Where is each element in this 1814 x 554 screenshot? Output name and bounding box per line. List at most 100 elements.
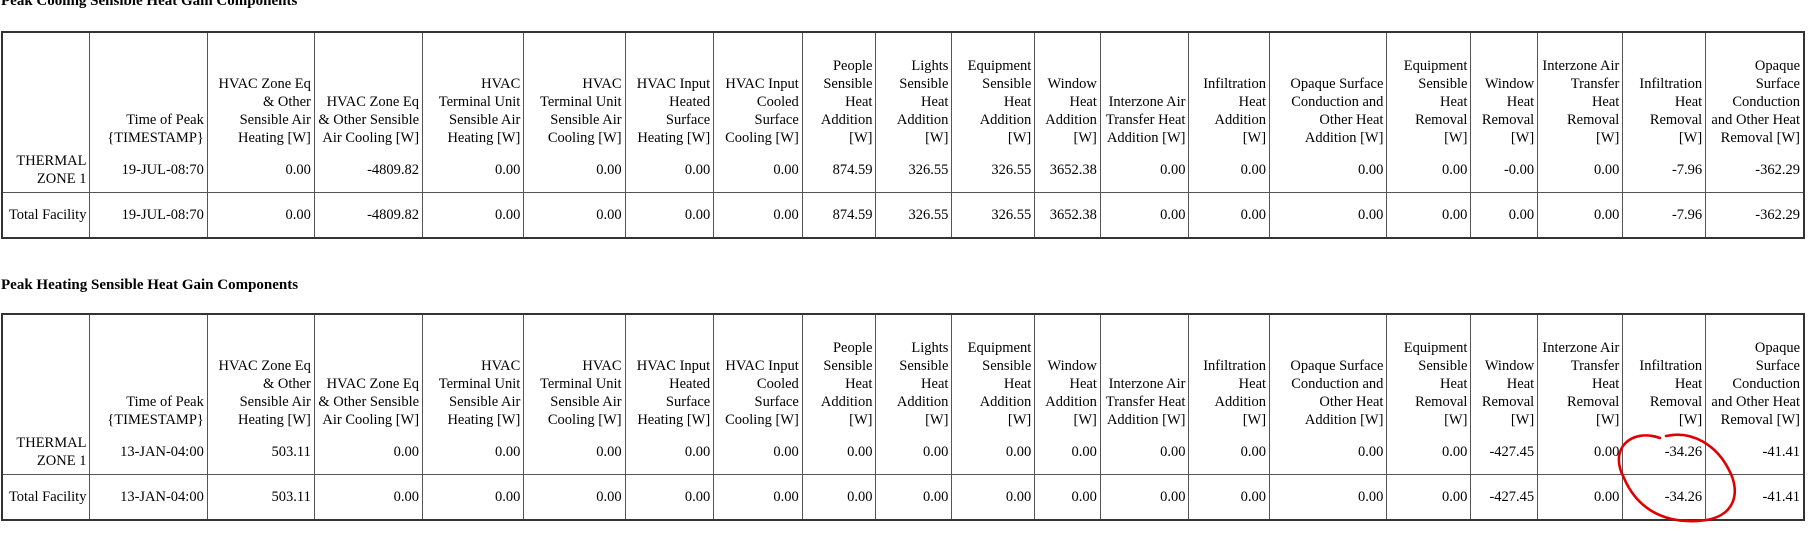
value-cell: 0.00 [1035, 475, 1101, 519]
value-cell: 0.00 [207, 148, 315, 193]
column-header: Lights Sensible Heat Addition [W] [876, 33, 953, 148]
column-header: HVAC Input Heated Surface Heating [W] [626, 33, 715, 148]
value-cell: -427.45 [1471, 430, 1539, 475]
value-cell: -362.29 [1706, 148, 1803, 193]
column-header: Infiltration Heat Addition [W] [1189, 315, 1271, 430]
column-header: Window Heat Addition [W] [1035, 33, 1101, 148]
value-cell: -0.00 [1471, 148, 1539, 193]
value-cell: 0.00 [1101, 193, 1190, 237]
value-cell: 0.00 [714, 148, 803, 193]
value-cell: 0.00 [626, 193, 715, 237]
column-header: Infiltration Heat Addition [W] [1189, 33, 1271, 148]
value-cell: 0.00 [625, 430, 715, 475]
cooling-table: Time of Peak {TIMESTAMP} HVAC Zone Eq & O… [1, 31, 1805, 239]
value-cell: 0.00 [423, 430, 525, 475]
value-cell: 0.00 [1189, 193, 1271, 237]
column-header: HVAC Terminal Unit Sensible Air Cooling … [524, 315, 626, 430]
column-header: Opaque Surface Conduction and Other Heat… [1270, 33, 1388, 148]
value-cell: 0.00 [423, 475, 525, 519]
column-header: HVAC Terminal Unit Sensible Air Heating … [423, 315, 525, 430]
value-cell: 503.11 [208, 475, 315, 519]
column-header: People Sensible Heat Addition [W] [803, 315, 877, 430]
value-cell: 0.00 [524, 148, 626, 193]
time-of-peak-cell: 19-JUL-08:70 [90, 193, 208, 237]
column-header: HVAC Input Heated Surface Heating [W] [626, 315, 715, 430]
value-cell: 0.00 [626, 475, 715, 519]
value-cell: 0.00 [1189, 475, 1271, 519]
column-header: Equipment Sensible Heat Addition [W] [952, 315, 1036, 430]
table-row: THERMAL ZONE 1 19-JUL-08:70 0.00 -4809.82 0.… [3, 148, 1803, 193]
column-header: HVAC Zone Eq & Other Sensible Air Heatin… [208, 315, 315, 430]
row-label: THERMAL ZONE 1 [3, 430, 91, 475]
value-cell: 0.00 [1101, 475, 1190, 519]
heating-section-title: Peak Heating Sensible Heat Gain Componen… [1, 277, 299, 293]
column-header: Window Heat Addition [W] [1035, 315, 1101, 430]
header-row: Time of Peak {TIMESTAMP} HVAC Zone Eq & O… [3, 315, 1803, 430]
value-cell: 874.59 [803, 193, 877, 237]
column-header: HVAC Zone Eq & Other Sensible Air Coolin… [315, 33, 424, 148]
cooling-section-title: Peak Cooling Sensible Heat Gain Componen… [1, 0, 298, 9]
column-header: HVAC Terminal Unit Sensible Air Heating … [423, 33, 525, 148]
header-row: Time of Peak {TIMESTAMP} HVAC Zone Eq & O… [3, 33, 1803, 148]
value-cell: 0.00 [1387, 148, 1472, 193]
column-header: Time of Peak {TIMESTAMP} [90, 315, 208, 430]
value-cell: 0.00 [1270, 193, 1388, 237]
column-header: Opaque Surface Conduction and Other Heat… [1270, 315, 1388, 430]
value-cell: -4809.82 [314, 148, 424, 193]
value-cell: -7.96 [1623, 193, 1707, 237]
value-cell: 0.00 [1189, 430, 1271, 475]
value-cell: 326.55 [876, 148, 953, 193]
value-cell: 0.00 [524, 193, 626, 237]
value-cell: -7.96 [1623, 148, 1707, 193]
value-cell: 0.00 [714, 430, 803, 475]
value-cell: 3652.38 [1035, 148, 1101, 193]
value-cell: 0.00 [524, 475, 626, 519]
column-header: HVAC Input Cooled Surface Cooling [W] [714, 33, 803, 148]
value-cell: -34.26 [1623, 475, 1707, 519]
column-header: Window Heat Removal [W] [1471, 315, 1539, 430]
column-header: Interzone Air Transfer Heat Removal [W] [1538, 33, 1624, 148]
column-header: Interzone Air Transfer Heat Addition [W] [1101, 33, 1190, 148]
column-header: Equipment Sensible Heat Removal [W] [1387, 33, 1472, 148]
value-cell: 0.00 [1387, 193, 1472, 237]
table-row: Total Facility 13-JAN-04:00 503.11 0.00 0.00… [3, 475, 1803, 519]
column-header: Opaque Surface Conduction and Other Heat… [1711, 58, 1800, 146]
heating-table: Time of Peak {TIMESTAMP} HVAC Zone Eq & O… [1, 313, 1805, 521]
value-cell: 0.00 [315, 475, 424, 519]
row-label: THERMAL ZONE 1 [3, 148, 91, 193]
value-cell: 0.00 [423, 193, 525, 237]
value-cell: 0.00 [1387, 430, 1472, 475]
value-cell: 0.00 [1538, 475, 1624, 519]
value-cell: 0.00 [1100, 430, 1190, 475]
value-cell: -4809.82 [315, 193, 424, 237]
value-cell: 326.55 [876, 193, 953, 237]
header-blank-cell [3, 33, 91, 148]
value-cell: 0.00 [714, 475, 803, 519]
value-cell: 0.00 [1100, 148, 1190, 193]
value-cell: 0.00 [1538, 430, 1624, 475]
value-cell: 326.55 [952, 148, 1036, 193]
column-header: HVAC Terminal Unit Sensible Air Cooling … [524, 33, 626, 148]
value-cell: -34.26 [1623, 430, 1707, 475]
value-cell: -362.29 [1755, 207, 1800, 223]
time-of-peak-cell: 13-JAN-04:00 [90, 430, 208, 475]
time-of-peak-cell: 13-JAN-04:00 [90, 475, 208, 519]
value-cell: 0.00 [1387, 475, 1472, 519]
value-cell: 0.00 [802, 430, 877, 475]
value-cell: 0.00 [1538, 193, 1624, 237]
value-cell: 0.00 [876, 430, 953, 475]
value-cell: 0.00 [1270, 475, 1388, 519]
value-cell: 0.00 [1538, 148, 1624, 193]
value-cell: 0.00 [1270, 148, 1388, 193]
header-blank-cell [3, 315, 91, 430]
value-cell: 0.00 [625, 148, 715, 193]
value-cell: 0.00 [208, 193, 315, 237]
value-cell: 874.59 [802, 148, 877, 193]
table-row: THERMAL ZONE 1 13-JAN-04:00 503.11 0.00 0.00… [3, 430, 1803, 475]
value-cell: 3652.38 [1035, 193, 1101, 237]
value-cell: 0.00 [876, 475, 953, 519]
value-cell: 0.00 [1189, 148, 1271, 193]
column-header: Interzone Air Transfer Heat Addition [W] [1101, 315, 1190, 430]
column-header: Infiltration Heat Removal [W] [1623, 315, 1707, 430]
value-cell: 0.00 [423, 148, 525, 193]
